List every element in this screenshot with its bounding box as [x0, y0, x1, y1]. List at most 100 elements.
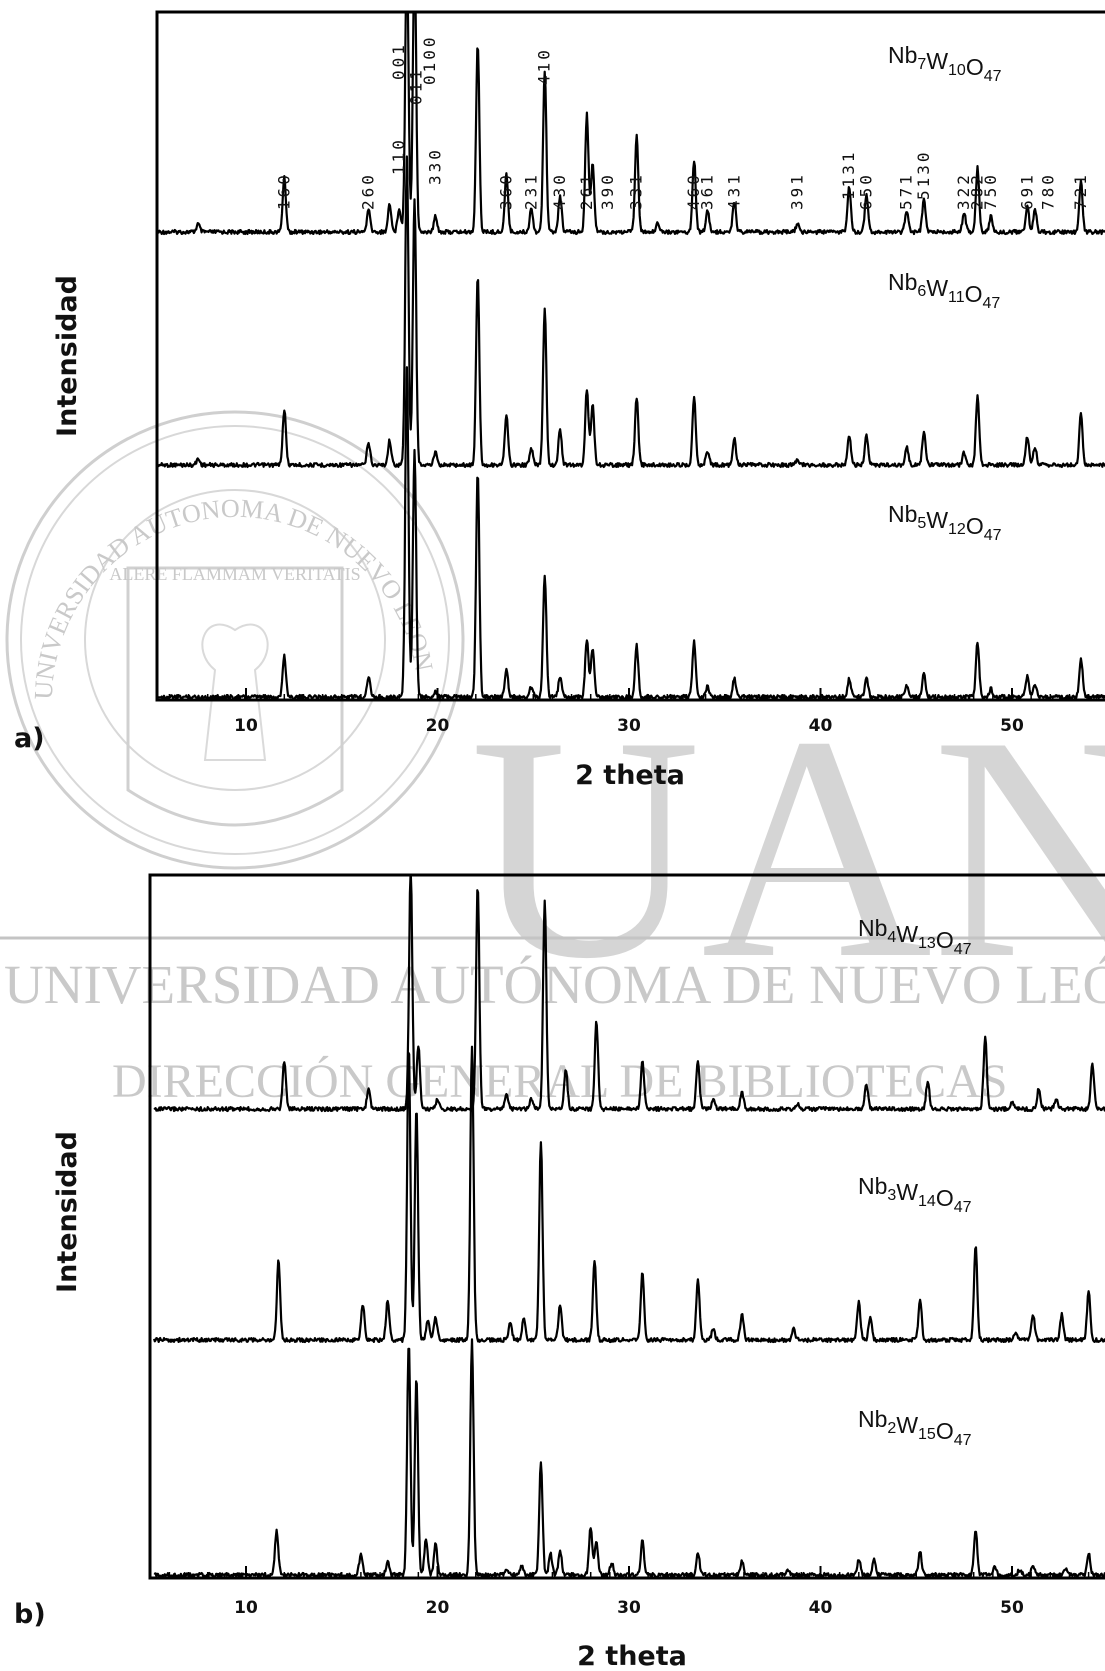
- label-element: W: [926, 48, 948, 74]
- series-Nb5W12O47: [158, 366, 1105, 699]
- hkl-annotation: 322: [954, 172, 973, 210]
- hkl-annotation: 750: [981, 172, 1000, 210]
- hkl-annotation: 282: [968, 172, 987, 210]
- label-subscript: 47: [983, 295, 1001, 312]
- x-tick-label: 30: [617, 1598, 641, 1618]
- x-tick-label: 40: [809, 716, 833, 736]
- hkl-annotation: 360: [496, 172, 515, 210]
- hkl-annotation: 1131: [839, 149, 858, 200]
- x-axis-title: 2 theta: [577, 1641, 687, 1671]
- hkl-annotation: 430: [550, 172, 569, 210]
- label-subscript: 3: [887, 1187, 896, 1204]
- hkl-annotation: 011: [406, 67, 425, 105]
- label-element: Nb: [888, 501, 917, 527]
- label-subscript: 7: [917, 56, 926, 73]
- label-element: Nb: [858, 1173, 887, 1199]
- pattern-line: [153, 1338, 1105, 1577]
- x-tick-label: 50: [1000, 1598, 1024, 1618]
- label-subscript: 47: [984, 527, 1002, 544]
- x-tick-label: 10: [234, 716, 258, 736]
- panel-a: 10 20 30 40 502 thetaIntensidada)Nb7W10O47Nb…: [14, 10, 1105, 791]
- plot-frame: [155, 10, 1105, 702]
- hkl-annotation: 160: [274, 172, 293, 210]
- label-element: O: [966, 54, 984, 80]
- x-axis-title: 2 theta: [575, 760, 685, 791]
- label-subscript: 15: [918, 1426, 936, 1443]
- hkl-annotation: 571: [897, 172, 916, 210]
- hkl-annotation: 390: [598, 172, 617, 210]
- hkl-annotation: 780: [1038, 172, 1057, 210]
- label-subscript: 47: [954, 1199, 972, 1216]
- hkl-annotation: 460: [684, 172, 703, 210]
- hkl-annotation: 330: [426, 147, 445, 185]
- label-element: O: [965, 281, 983, 307]
- x-tick-label: 50: [1000, 716, 1024, 736]
- pattern-line: [158, 155, 1105, 469]
- label-subscript: 47: [984, 68, 1002, 85]
- label-element: O: [936, 1418, 954, 1444]
- hkl-annotation: 231: [521, 172, 540, 210]
- series-label: Nb4W13O47: [858, 915, 972, 958]
- panel-tag: a): [14, 723, 45, 754]
- series-Nb6W11O47: [158, 155, 1105, 469]
- hkl-annotation: 261: [577, 172, 596, 210]
- series-Nb7W10O47: [158, 13, 1105, 236]
- x-tick-label: 10: [234, 1598, 258, 1618]
- panel-tag: b): [14, 1599, 46, 1630]
- x-tick-label: 20: [426, 716, 450, 736]
- label-subscript: 12: [948, 521, 966, 538]
- series-Nb3W14O47: [153, 1045, 1105, 1344]
- series-label: Nb2W15O47: [858, 1406, 972, 1449]
- label-subscript: 6: [917, 283, 926, 300]
- series-label: Nb7W10O47: [888, 42, 1002, 85]
- label-element: W: [896, 1179, 918, 1205]
- y-axis-title: Intensidad: [52, 1131, 83, 1293]
- label-element: Nb: [858, 1406, 887, 1432]
- pattern-line: [153, 1045, 1105, 1344]
- hkl-annotation: 721: [1071, 172, 1090, 210]
- hkl-annotation: 431: [724, 172, 743, 210]
- label-element: O: [966, 513, 984, 539]
- hkl-annotation: 110: [389, 137, 408, 175]
- hkl-annotation: 691: [1017, 172, 1036, 210]
- hkl-annotation: 410: [535, 47, 554, 85]
- label-subscript: 10: [948, 62, 966, 79]
- x-tick-label: 20: [426, 1598, 450, 1618]
- label-subscript: 5: [917, 515, 926, 532]
- label-element: O: [936, 927, 954, 953]
- label-subscript: 47: [954, 941, 972, 958]
- hkl-annotation: 001: [389, 42, 408, 80]
- hkl-annotation: 5130: [914, 149, 933, 200]
- label-subscript: 13: [918, 935, 936, 952]
- seal-emblem: UNIVERSIDAD AUTONOMA DE NUEVO LEON ALERE…: [5, 410, 465, 870]
- label-subscript: 4: [887, 929, 896, 946]
- watermark-uanl-letters: UANL: [470, 671, 1105, 1025]
- label-subscript: 14: [918, 1193, 936, 1210]
- hkl-annotation: 391: [788, 172, 807, 210]
- pattern-line: [153, 876, 1105, 1113]
- pattern-line: [158, 13, 1105, 236]
- hkl-annotation: 650: [856, 172, 875, 210]
- series-Nb2W15O47: [153, 1338, 1105, 1577]
- watermark-university-name: UNIVERSIDAD AUTÓNOMA DE NUEVO LEÓN: [4, 954, 1105, 1015]
- watermark-library-name: DIRECCIÓN GENERAL DE BIBLIOTECAS: [112, 1054, 1008, 1108]
- hkl-annotation: 260: [359, 172, 378, 210]
- seal-ring-text: UNIVERSIDAD AUTONOMA DE NUEVO LEON: [29, 494, 439, 701]
- hkl-annotation: 0100: [420, 34, 439, 85]
- label-subscript: 11: [948, 289, 965, 306]
- x-tick-label: 40: [809, 1598, 833, 1618]
- label-element: Nb: [888, 269, 917, 295]
- series-Nb4W13O47: [153, 876, 1105, 1113]
- label-element: O: [936, 1185, 954, 1211]
- hkl-annotation: 361: [698, 172, 717, 210]
- series-label: Nb3W14O47: [858, 1173, 972, 1216]
- label-element: Nb: [858, 915, 887, 941]
- label-element: W: [926, 275, 948, 301]
- hkl-annotation: 331: [627, 172, 646, 210]
- seal-motto: ALERE FLAMMAM VERITATIS: [109, 564, 360, 584]
- watermark: UNIVERSIDAD AUTONOMA DE NUEVO LEON ALERE…: [0, 410, 1105, 1108]
- series-label: Nb5W12O47: [888, 501, 1002, 544]
- x-tick-label: 30: [617, 716, 641, 736]
- label-element: W: [926, 507, 948, 533]
